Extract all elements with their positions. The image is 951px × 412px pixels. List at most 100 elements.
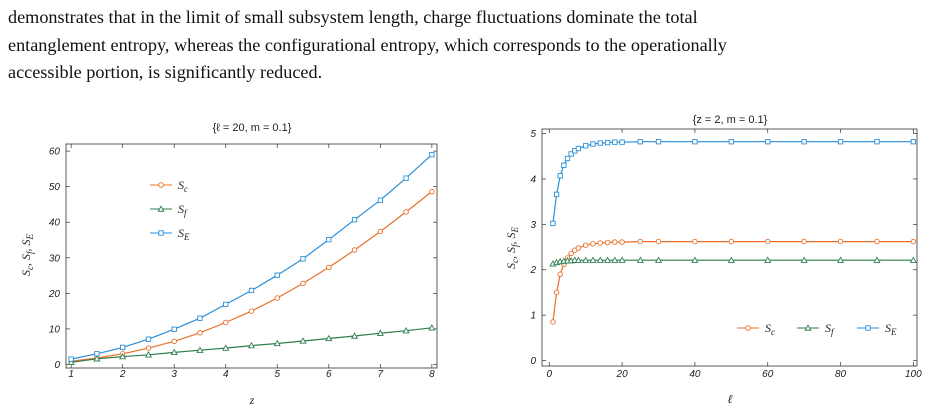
legend-label-SE: SE <box>885 321 897 337</box>
data-point-Sc <box>248 308 255 314</box>
data-point-Sc <box>274 295 281 301</box>
data-point-SE <box>171 326 177 332</box>
data-point-Sc <box>837 238 844 245</box>
legend-marker-SE <box>865 325 871 331</box>
data-point-Sc <box>429 188 435 195</box>
data-point-Sc <box>351 247 358 253</box>
data-point-SE <box>351 217 358 223</box>
y-tick-label: 0 <box>530 356 536 367</box>
data-point-Sf <box>350 332 359 339</box>
chart-2: 0 20 40 60 80 100 0 1 2 3 4 5 {z = 2, m = 0.1} ℓ Sc, S… <box>504 114 922 406</box>
data-point-Sc <box>553 289 560 296</box>
legend-marker-Sf <box>804 324 812 331</box>
data-point-Sf <box>170 348 178 356</box>
x-tick-label: 1 <box>68 369 74 380</box>
y-tick-label: 30 <box>49 253 61 264</box>
data-point-Sc <box>326 264 332 271</box>
data-point-Sf <box>654 256 663 263</box>
data-point-SE <box>377 197 383 203</box>
data-point-Sf <box>589 256 597 263</box>
data-point-SE <box>300 256 306 262</box>
x-tick-label: 80 <box>835 369 847 380</box>
data-point-Sc <box>568 250 574 257</box>
data-point-Sc <box>655 238 662 245</box>
data-point-SE <box>274 272 280 278</box>
data-point-Sf <box>247 341 256 349</box>
data-point-Sc <box>604 239 611 246</box>
legend-marker-Sc <box>745 325 751 331</box>
x-tick-label: 6 <box>326 369 332 380</box>
data-point-SE <box>145 336 152 342</box>
data-point-Sc <box>764 238 771 245</box>
y-tick-label: 3 <box>530 220 536 231</box>
x-tick-label: 3 <box>171 369 177 380</box>
data-point-SE <box>568 151 574 157</box>
data-point-SE <box>223 301 229 308</box>
x-tick-label: 7 <box>378 369 384 380</box>
y-tick-label: 40 <box>49 218 61 229</box>
data-point-SE <box>801 139 807 145</box>
data-point-Sc <box>575 245 582 251</box>
data-point-Sf <box>909 256 917 263</box>
y-tick-label: 5 <box>530 129 536 140</box>
data-point-SE <box>564 155 571 162</box>
series-SE <box>550 139 917 227</box>
legend-label-Sc: Sc <box>765 321 775 337</box>
data-point-SE <box>248 287 255 294</box>
data-point-Sc <box>377 228 384 235</box>
x-tick-label: 20 <box>616 369 629 380</box>
data-point-SE <box>557 173 563 179</box>
data-point-SE <box>94 351 100 357</box>
data-point-SE <box>429 152 435 158</box>
data-point-SE <box>874 139 880 145</box>
data-point-Sf <box>93 355 101 362</box>
series-Sc <box>550 238 917 325</box>
chart-title: {z = 2, m = 0.1} <box>693 114 768 126</box>
chart-title: {ℓ = 20, m = 0.1} <box>213 122 292 134</box>
data-point-SE <box>403 175 409 181</box>
data-point-Sf <box>196 346 204 353</box>
legend-marker-SE <box>158 230 164 236</box>
data-point-Sc <box>612 239 618 245</box>
data-point-Sf <box>873 256 881 263</box>
chart-2-frame <box>541 128 918 367</box>
data-point-Sc <box>403 209 409 215</box>
data-point-Sf <box>596 256 604 263</box>
series-line-SE <box>71 154 433 360</box>
y-tick-label: 1 <box>530 311 536 322</box>
data-point-SE <box>765 139 771 145</box>
y-axis-label: Sc, Sf, SE <box>19 233 35 276</box>
legend-label-Sf: Sf <box>825 321 835 337</box>
series-Sf <box>549 256 917 267</box>
series-SE <box>68 152 435 362</box>
data-point-SE <box>604 139 611 146</box>
data-point-SE <box>550 220 556 227</box>
data-point-Sf <box>402 326 410 334</box>
x-tick-label: 2 <box>119 369 126 380</box>
y-tick-label: 2 <box>529 265 536 276</box>
data-point-SE <box>655 139 662 145</box>
data-point-Sc <box>557 271 563 278</box>
series-line-SE <box>552 141 914 224</box>
legend-label-SE: SE <box>178 226 190 242</box>
y-tick-label: 50 <box>49 182 61 193</box>
data-point-SE <box>561 162 567 168</box>
data-point-SE <box>837 139 844 145</box>
legend-marker-Sc <box>158 182 164 188</box>
data-point-Sc <box>550 319 556 325</box>
data-point-Sf <box>636 256 644 263</box>
data-point-Sf <box>611 256 619 263</box>
data-point-Sf <box>222 344 230 351</box>
data-point-Sf <box>299 337 307 344</box>
data-point-Sc <box>582 242 589 248</box>
data-point-Sf <box>144 351 153 358</box>
data-point-SE <box>597 140 603 146</box>
paragraph-line-3: accessible portion, is significantly red… <box>8 62 323 82</box>
data-point-Sc <box>171 338 177 345</box>
x-tick-label: 100 <box>905 369 922 380</box>
y-tick-label: 10 <box>49 324 61 335</box>
legend-label-Sc: Sc <box>178 178 188 194</box>
paragraph-line-1: demonstrates that in the limit of small … <box>8 7 698 27</box>
data-point-Sc <box>222 319 229 326</box>
